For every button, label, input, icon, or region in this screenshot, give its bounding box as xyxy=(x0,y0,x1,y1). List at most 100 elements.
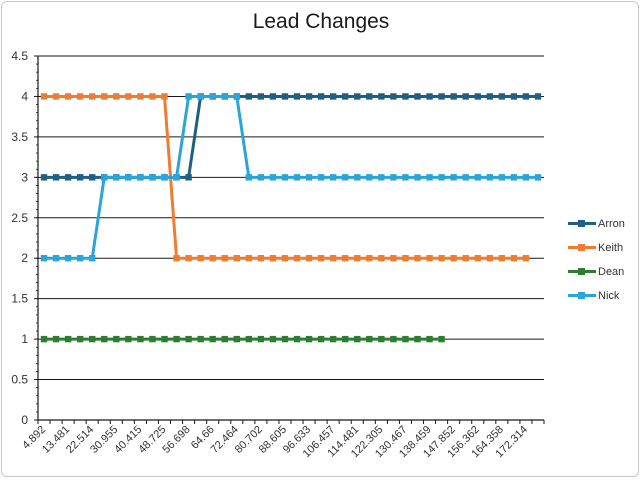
data-point-nick xyxy=(233,93,240,100)
data-point-dean xyxy=(438,335,445,343)
data-point-keith xyxy=(329,255,337,262)
data-point-keith xyxy=(137,93,144,100)
legend-item-keith: Keith xyxy=(568,236,638,260)
data-point-nick xyxy=(76,255,84,262)
data-point-dean xyxy=(426,335,433,343)
data-point-nick xyxy=(450,174,457,181)
data-point-arron xyxy=(426,93,433,100)
data-point-arron xyxy=(317,93,325,100)
data-point-nick xyxy=(366,174,373,181)
data-point-keith xyxy=(426,255,433,262)
data-point-keith xyxy=(76,93,84,100)
data-point-keith xyxy=(354,255,361,262)
data-point-arron xyxy=(462,93,469,100)
data-point-keith xyxy=(101,93,108,100)
data-point-dean xyxy=(64,335,72,343)
data-point-dean xyxy=(366,335,373,343)
data-point-arron xyxy=(510,93,518,100)
data-point-nick xyxy=(245,174,253,181)
data-point-nick xyxy=(474,174,481,181)
y-tick-label: 1 xyxy=(21,332,28,346)
data-point-keith xyxy=(149,93,156,100)
data-point-nick xyxy=(173,174,180,181)
chart-title: Lead Changes xyxy=(252,10,390,33)
data-point-keith xyxy=(378,255,385,262)
data-point-nick xyxy=(52,255,60,262)
data-point-keith xyxy=(498,255,506,262)
data-point-dean xyxy=(113,335,120,343)
data-point-arron xyxy=(342,93,349,100)
data-point-arron xyxy=(257,93,265,100)
data-point-keith xyxy=(474,255,481,262)
data-point-nick xyxy=(209,93,216,100)
data-point-dean xyxy=(209,335,216,343)
data-point-dean xyxy=(257,335,265,343)
data-point-keith xyxy=(161,93,168,100)
data-point-dean xyxy=(317,335,325,343)
y-tick-label: 4.5 xyxy=(11,49,28,63)
data-point-keith xyxy=(197,255,204,262)
data-point-nick xyxy=(534,174,542,181)
legend-swatch xyxy=(568,267,596,277)
data-point-nick xyxy=(438,174,445,181)
data-point-nick xyxy=(293,174,301,181)
data-point-arron xyxy=(522,93,530,100)
data-point-nick xyxy=(305,174,313,181)
data-point-keith xyxy=(414,255,421,262)
legend-label: Arron xyxy=(598,218,625,230)
legend-swatch xyxy=(568,243,596,253)
data-point-arron xyxy=(76,174,84,181)
data-point-keith xyxy=(52,93,60,100)
y-tick-label: 4 xyxy=(21,89,28,103)
data-point-nick xyxy=(221,93,228,100)
data-point-dean xyxy=(245,335,253,343)
data-point-arron xyxy=(52,174,60,181)
data-point-arron xyxy=(486,93,493,100)
legend-swatch xyxy=(568,219,596,229)
data-point-arron xyxy=(402,93,409,100)
data-point-nick xyxy=(137,174,144,181)
data-point-keith xyxy=(305,255,313,262)
data-point-keith xyxy=(450,255,457,262)
data-point-keith xyxy=(281,255,289,262)
data-point-arron xyxy=(329,93,337,100)
data-point-keith xyxy=(462,255,469,262)
data-point-nick xyxy=(185,93,192,100)
data-point-nick xyxy=(462,174,469,181)
data-point-dean xyxy=(354,335,361,343)
data-point-dean xyxy=(293,335,301,343)
data-point-dean xyxy=(137,335,144,343)
data-point-arron xyxy=(40,174,48,181)
legend-label: Dean xyxy=(598,266,625,278)
data-point-keith xyxy=(293,255,301,262)
data-point-keith xyxy=(317,255,325,262)
data-point-keith xyxy=(209,255,216,262)
data-point-dean xyxy=(305,335,313,343)
data-point-arron xyxy=(64,174,72,181)
data-point-nick xyxy=(149,174,156,181)
data-point-dean xyxy=(390,335,397,343)
data-point-dean xyxy=(342,335,349,343)
legend-swatch xyxy=(568,291,596,301)
data-point-keith xyxy=(402,255,409,262)
data-point-dean xyxy=(161,335,168,343)
data-point-nick xyxy=(510,174,518,181)
data-point-keith xyxy=(233,255,240,262)
data-point-nick xyxy=(101,174,108,181)
data-point-arron xyxy=(305,93,313,100)
data-point-nick xyxy=(89,255,96,262)
y-tick-label: 2 xyxy=(21,251,28,265)
data-point-nick xyxy=(378,174,385,181)
data-point-keith xyxy=(173,255,180,262)
data-point-arron xyxy=(534,93,542,100)
data-point-nick xyxy=(354,174,361,181)
legend-label: Keith xyxy=(598,242,624,254)
data-point-nick xyxy=(426,174,433,181)
data-point-dean xyxy=(378,335,385,343)
data-point-keith xyxy=(522,255,530,262)
data-point-dean xyxy=(40,335,48,343)
data-point-arron xyxy=(89,174,96,181)
data-point-nick xyxy=(342,174,349,181)
data-point-dean xyxy=(76,335,84,343)
